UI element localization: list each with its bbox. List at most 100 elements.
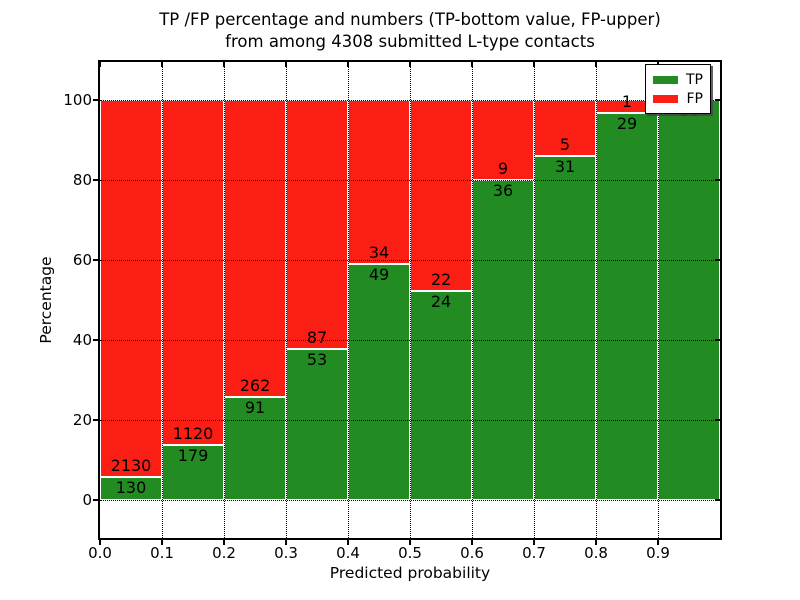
x-tick-mark (161, 540, 163, 545)
y-tick-mark-right (715, 499, 720, 501)
x-tick-label: 0.4 (336, 544, 360, 562)
bar-count-label-tp: 91 (244, 397, 266, 417)
bar-segment-tp (348, 263, 410, 500)
bar-count-label-fp: 5 (559, 134, 571, 154)
bar-count-label-fp: 2130 (110, 456, 152, 475)
grid-line-vertical (596, 62, 597, 538)
bar-segment-tp (162, 444, 224, 500)
x-tick-mark (595, 540, 597, 545)
x-tick-mark (409, 540, 411, 545)
y-tick-mark (93, 419, 98, 421)
x-tick-mark (657, 540, 659, 545)
x-tick-mark-top (595, 62, 597, 67)
y-tick-mark-right (715, 419, 720, 421)
legend-item-label: TP (686, 71, 703, 88)
y-tick-mark-right (715, 99, 720, 101)
x-tick-mark-top (223, 62, 225, 67)
chart-title-line1: TP /FP percentage and numbers (TP-bottom… (159, 10, 661, 29)
y-tick-label: 20 (72, 411, 92, 429)
x-tick-mark (223, 540, 225, 545)
bar-segment-fp (286, 100, 348, 349)
bar-segment-tp (100, 477, 162, 500)
x-tick-label: 0.0 (88, 544, 112, 562)
bar-segment-fp (410, 100, 472, 292)
x-tick-mark (347, 540, 349, 545)
y-tick-label: 80 (72, 171, 92, 189)
bar-count-label-tp: 36 (492, 181, 514, 200)
x-tick-mark-top (99, 62, 101, 67)
bar-count-label-fp: 1120 (172, 423, 214, 443)
x-tick-mark (285, 540, 287, 545)
x-tick-label: 0.1 (150, 544, 174, 562)
grid-line-horizontal (100, 260, 720, 261)
bar-count-label-tp: 179 (177, 445, 209, 465)
x-tick-label: 0.6 (460, 544, 484, 562)
x-tick-mark-top (347, 62, 349, 67)
bar-count-label-tp: 31 (554, 156, 576, 176)
x-tick-mark (99, 540, 101, 545)
grid-line-vertical (410, 62, 411, 538)
bar-count-label-fp: 87 (306, 327, 328, 347)
x-tick-label: 0.9 (646, 544, 670, 562)
bar-count-label-tp: 53 (306, 349, 328, 369)
bar-count-label-fp: 262 (239, 375, 271, 395)
y-tick-mark (93, 339, 98, 341)
bar-count-label-fp: 22 (430, 270, 452, 290)
grid-line-vertical (224, 62, 225, 538)
grid-line-horizontal (100, 420, 720, 421)
y-tick-label: 60 (72, 251, 92, 269)
y-tick-mark-right (715, 339, 720, 341)
bar-count-label-tp: 130 (115, 478, 147, 497)
grid-line-horizontal (100, 500, 720, 501)
x-tick-label: 0.8 (584, 544, 608, 562)
grid-line-vertical (472, 62, 473, 538)
x-tick-mark-top (285, 62, 287, 67)
bar-segment-tp (596, 113, 658, 500)
legend-item: FP (653, 89, 703, 108)
x-tick-mark (533, 540, 535, 545)
y-tick-mark (93, 99, 98, 101)
y-tick-label: 100 (63, 91, 92, 109)
x-tick-label: 0.5 (398, 544, 422, 562)
y-tick-mark (93, 499, 98, 501)
legend-swatch-fp (653, 94, 678, 103)
grid-line-vertical (162, 62, 163, 538)
y-tick-mark-right (715, 179, 720, 181)
bar-segment-fp (162, 100, 224, 445)
y-tick-mark (93, 259, 98, 261)
chart-title-line2: from among 4308 submitted L-type contact… (225, 32, 595, 51)
legend-box: TP FP (645, 64, 711, 114)
y-tick-label: 40 (72, 331, 92, 349)
chart-title: TP /FP percentage and numbers (TP-bottom… (100, 9, 720, 53)
y-tick-mark-right (715, 259, 720, 261)
grid-line-vertical (286, 62, 287, 538)
grid-line-horizontal (100, 100, 720, 101)
bar-segment-fp (348, 100, 410, 264)
bar-segment-tp (534, 155, 596, 500)
bar-count-label-fp: 9 (497, 159, 509, 178)
x-tick-label: 0.3 (274, 544, 298, 562)
bar-segment-tp (286, 348, 348, 500)
bar-count-label-fp: 1 (621, 92, 633, 112)
grid-line-horizontal (100, 180, 720, 181)
y-tick-mark (93, 179, 98, 181)
bar-count-label-fp: 34 (368, 242, 390, 262)
x-tick-mark (471, 540, 473, 545)
plot-area: 0.0 0.1 0.2 0.3 0.4 0.5 0.6 0.7 0.8 0.9 0 20 40 60 80 1… (63, 60, 722, 562)
grid-line-vertical (534, 62, 535, 538)
legend-item-label: FP (686, 90, 704, 107)
x-tick-mark-top (471, 62, 473, 67)
bar-count-label-tp: 49 (368, 264, 390, 284)
bar-segment-fp (224, 100, 286, 397)
legend-swatch-tp (653, 75, 678, 84)
bar-segment-tp (224, 396, 286, 500)
x-tick-mark-top (409, 62, 411, 67)
x-tick-mark-top (161, 62, 163, 67)
grid-line-vertical (348, 62, 349, 538)
grid-line-horizontal (100, 340, 720, 341)
bar-segment-tp (658, 100, 720, 500)
y-tick-label: 0 (82, 491, 92, 509)
x-tick-label: 0.2 (212, 544, 236, 562)
legend-item: TP (653, 70, 703, 89)
